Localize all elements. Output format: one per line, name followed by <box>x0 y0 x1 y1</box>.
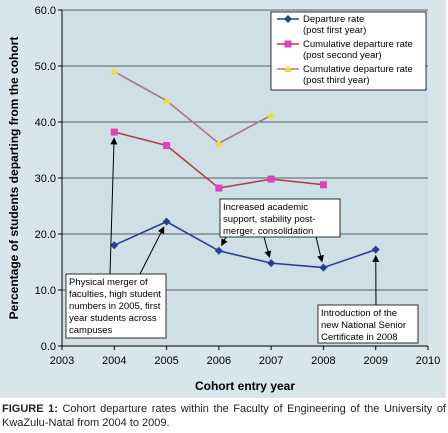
annotation-box-merger <box>65 273 167 339</box>
data-point-s1-2005 <box>163 142 171 150</box>
data-point-s0-2005 <box>162 217 171 226</box>
annotation-arrow-support <box>221 236 228 247</box>
annotation-arrow-support <box>315 236 324 263</box>
departure-rate-chart: 0.0 10.0 20.0 30.0 40.0 50.0 60.0 2003 2004 2005 2… <box>7 5 440 393</box>
x-tick-label: 2003 <box>50 355 74 367</box>
annotation-text-support: support, stability post- <box>223 214 315 225</box>
data-point-s0-2009 <box>371 245 380 254</box>
annotation-arrow-support <box>263 236 272 259</box>
data-point-s0-2008 <box>319 263 328 272</box>
caption-text: Cohort departure rates within the Facult… <box>2 403 446 429</box>
data-point-s1-2008 <box>319 181 327 189</box>
legend-label-0: (post first year) <box>303 25 366 36</box>
figure-caption: FIGURE 1: Cohort departure rates within … <box>2 402 446 430</box>
data-point-s0-2006 <box>214 246 223 255</box>
y-tick-label: 20.0 <box>35 229 56 241</box>
legend-box <box>270 11 427 91</box>
legend-swatch-marker-0 <box>284 15 292 23</box>
legend-label-2: Cumulative departure rate <box>303 64 413 75</box>
data-point-s1-2007 <box>267 175 275 183</box>
annotation-text-merger: campuses <box>69 325 113 336</box>
data-point-s1-2006 <box>215 184 223 192</box>
annotation-text-nsc: Introduction of the <box>321 308 397 319</box>
y-tick-label: 50.0 <box>35 61 56 73</box>
data-point-s2-2004 <box>110 67 119 75</box>
y-tick-label: 60.0 <box>35 5 56 17</box>
chart-frame: 0.0 10.0 20.0 30.0 40.0 50.0 60.0 2003 2004 2005 2… <box>0 0 446 398</box>
y-tick-label: 40.0 <box>35 117 56 129</box>
x-axis-title: Cohort entry year <box>195 379 295 393</box>
series-line-2 <box>113 70 272 145</box>
x-tick-label: 2005 <box>154 355 178 367</box>
data-point-s2-2006 <box>214 139 223 147</box>
y-tick-label: 0.0 <box>41 341 56 353</box>
annotation-arrow-merger <box>109 137 118 275</box>
legend-label-1: Cumulative departure rate <box>303 39 413 50</box>
legend-swatch-marker-1 <box>284 40 292 48</box>
annotation-text-support: Increased academic <box>223 202 308 213</box>
annotation-text-nsc: Certificate in 2008 <box>321 332 398 343</box>
x-tick-label: 2010 <box>416 355 440 367</box>
y-tick-label: 10.0 <box>35 285 56 297</box>
legend-label-1: (post second year) <box>303 50 382 61</box>
legend-label-2: (post third year) <box>303 75 370 86</box>
annotation-box-nsc <box>317 304 419 344</box>
data-point-s0-2007 <box>267 259 276 268</box>
x-tick-label: 2004 <box>102 355 126 367</box>
annotation-box-support <box>219 198 341 238</box>
x-tick-label: 2008 <box>311 355 335 367</box>
x-tick-label: 2007 <box>259 355 283 367</box>
data-point-s2-2007 <box>267 111 276 119</box>
annotation-text-support: merger, consolidation <box>223 226 313 237</box>
data-point-s1-2004 <box>110 128 118 136</box>
series-line-0 <box>113 220 376 269</box>
annotation-text-merger: numbers in 2005, first <box>69 301 161 312</box>
annotation-text-nsc: new National Senior <box>321 320 406 331</box>
data-point-s0-2004 <box>110 241 119 250</box>
annotation-text-merger: faculties, high student <box>69 289 161 300</box>
x-tick-label: 2009 <box>363 355 387 367</box>
legend-label-0: Departure rate <box>303 14 364 25</box>
legend-swatch-marker-2 <box>284 65 292 72</box>
caption-label: FIGURE 1: <box>2 403 58 415</box>
x-tick-label: 2006 <box>207 355 231 367</box>
annotation-arrow-merger <box>139 226 165 275</box>
annotation-text-merger: year students across <box>69 313 157 324</box>
y-tick-label: 30.0 <box>35 173 56 185</box>
annotation-text-merger: Physical merger of <box>69 277 148 288</box>
data-point-s2-2005 <box>162 96 171 104</box>
y-axis-title: Percentage of students departing from th… <box>7 37 21 320</box>
